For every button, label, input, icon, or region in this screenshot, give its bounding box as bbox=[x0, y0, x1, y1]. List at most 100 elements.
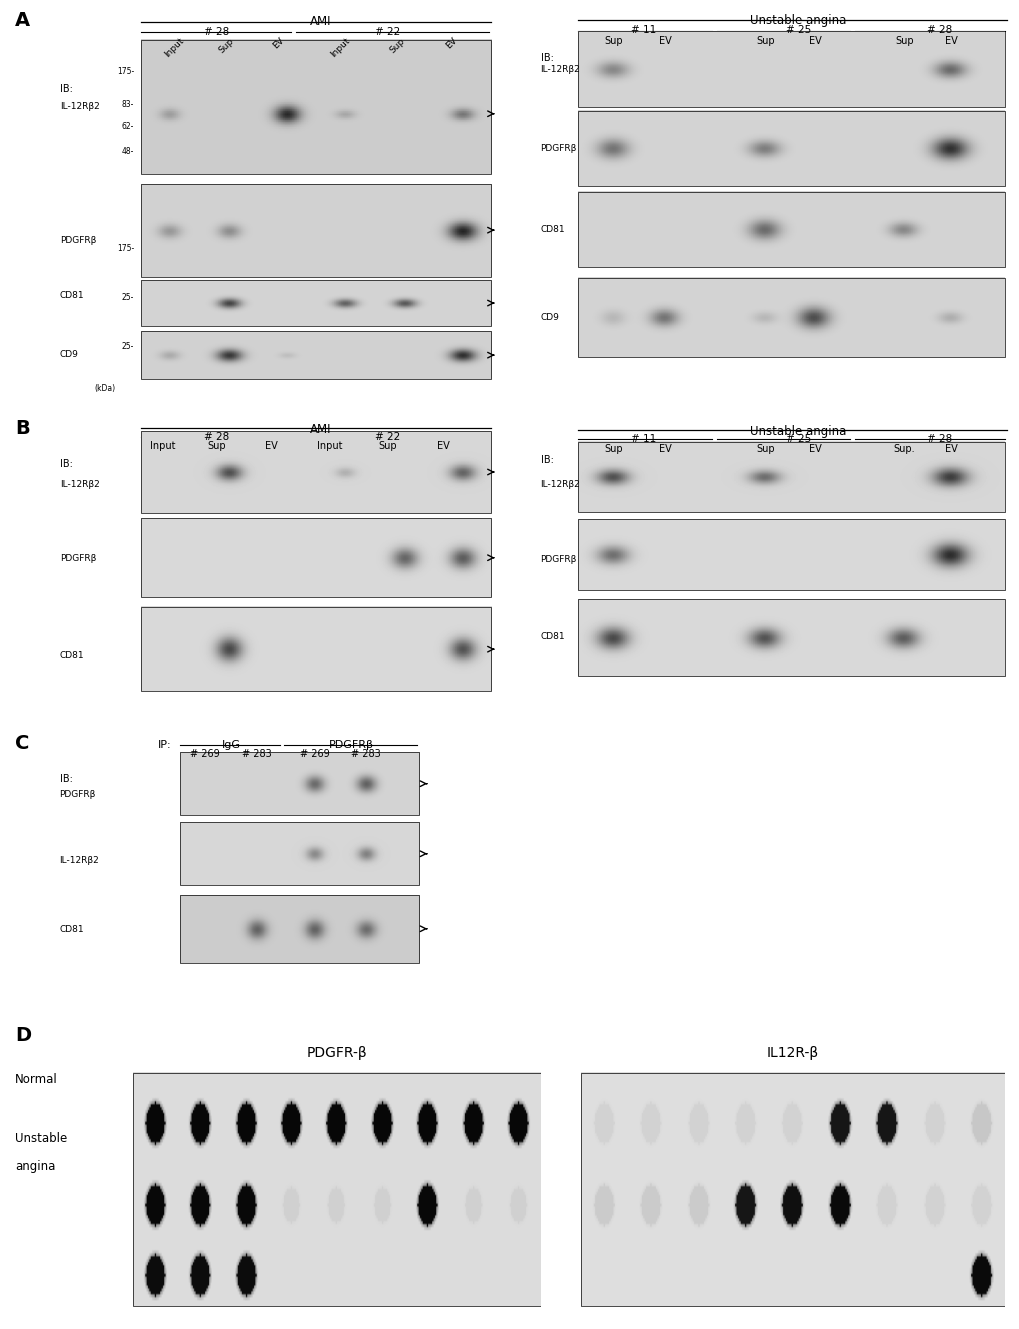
Text: CD81: CD81 bbox=[60, 651, 85, 661]
Bar bbox=[141, 40, 490, 174]
Text: # 22: # 22 bbox=[375, 27, 399, 36]
Text: CD81: CD81 bbox=[540, 633, 565, 642]
Text: Normal: Normal bbox=[15, 1073, 58, 1086]
Text: 175-: 175- bbox=[116, 68, 133, 77]
Text: CD9: CD9 bbox=[60, 350, 78, 359]
Text: 25-: 25- bbox=[121, 292, 133, 302]
Text: EV: EV bbox=[443, 36, 458, 51]
Text: # 283: # 283 bbox=[242, 748, 271, 759]
Text: PDGFRβ: PDGFRβ bbox=[60, 237, 96, 245]
Text: # 25: # 25 bbox=[786, 435, 810, 444]
Text: 175-: 175- bbox=[116, 243, 133, 253]
Text: EV: EV bbox=[437, 441, 449, 451]
Text: EV: EV bbox=[264, 441, 277, 451]
Text: # 22: # 22 bbox=[375, 432, 399, 443]
Text: B: B bbox=[15, 419, 30, 437]
Text: EV: EV bbox=[658, 36, 671, 47]
Text: Input: Input bbox=[329, 36, 352, 58]
Text: # 269: # 269 bbox=[300, 748, 329, 759]
Text: IgG: IgG bbox=[221, 740, 240, 750]
Text: 62-: 62- bbox=[121, 122, 133, 132]
Bar bbox=[141, 518, 490, 597]
Text: EV: EV bbox=[658, 444, 671, 455]
Text: EV: EV bbox=[944, 444, 957, 455]
Text: PDGFR-β: PDGFR-β bbox=[306, 1046, 367, 1061]
Text: AMI: AMI bbox=[309, 423, 331, 436]
Text: # 25: # 25 bbox=[786, 25, 810, 36]
Text: Sup: Sup bbox=[894, 36, 913, 47]
Text: # 28: # 28 bbox=[204, 432, 229, 443]
Text: 25-: 25- bbox=[121, 342, 133, 351]
Bar bbox=[141, 183, 490, 276]
Bar bbox=[578, 191, 1004, 267]
Text: CD81: CD81 bbox=[59, 925, 85, 934]
Text: PDGFRβ: PDGFRβ bbox=[540, 556, 577, 563]
Text: Sup: Sup bbox=[603, 36, 622, 47]
Bar bbox=[141, 331, 490, 379]
Text: IL-12Rβ2: IL-12Rβ2 bbox=[60, 480, 100, 489]
Text: IL-12Rβ2: IL-12Rβ2 bbox=[59, 856, 99, 865]
Text: C: C bbox=[15, 734, 30, 752]
Text: CD81: CD81 bbox=[540, 225, 565, 234]
Text: Unstable angina: Unstable angina bbox=[750, 13, 846, 27]
Text: # 11: # 11 bbox=[631, 435, 656, 444]
Text: CD9: CD9 bbox=[540, 314, 559, 322]
Text: IL-12Rβ2: IL-12Rβ2 bbox=[540, 480, 580, 489]
Text: Sup.: Sup. bbox=[893, 444, 914, 455]
Text: Sup: Sup bbox=[387, 36, 406, 54]
Bar bbox=[578, 110, 1004, 186]
Text: PDGFRβ: PDGFRβ bbox=[59, 789, 96, 799]
Bar bbox=[179, 752, 419, 815]
Text: IB:: IB: bbox=[60, 84, 72, 94]
Text: PDGFRβ: PDGFRβ bbox=[60, 554, 96, 563]
Text: # 28: # 28 bbox=[926, 435, 951, 444]
Text: Sup: Sup bbox=[217, 36, 235, 54]
Text: # 283: # 283 bbox=[351, 748, 380, 759]
Text: Input: Input bbox=[151, 441, 176, 451]
Text: PDGFRβ: PDGFRβ bbox=[540, 144, 577, 153]
Bar bbox=[581, 1073, 1004, 1306]
Text: IP:: IP: bbox=[158, 740, 171, 750]
Text: Sup: Sup bbox=[208, 441, 226, 451]
Text: IB:: IB: bbox=[540, 53, 553, 62]
Text: # 28: # 28 bbox=[926, 25, 951, 36]
Text: # 28: # 28 bbox=[204, 27, 229, 36]
Bar bbox=[578, 599, 1004, 675]
Text: 83-: 83- bbox=[121, 100, 133, 109]
Text: Sup: Sup bbox=[603, 444, 622, 455]
Text: CD81: CD81 bbox=[60, 291, 85, 300]
Text: EV: EV bbox=[944, 36, 957, 47]
Text: IL-12Rβ2: IL-12Rβ2 bbox=[540, 65, 580, 73]
Text: IB:: IB: bbox=[540, 455, 553, 465]
Text: (kDa): (kDa) bbox=[94, 384, 115, 393]
Bar bbox=[578, 520, 1004, 590]
Text: A: A bbox=[15, 11, 31, 29]
Text: EV: EV bbox=[271, 36, 285, 51]
Text: Unstable: Unstable bbox=[15, 1132, 67, 1146]
Bar bbox=[179, 823, 419, 885]
Text: AMI: AMI bbox=[309, 15, 331, 28]
Text: Sup: Sup bbox=[378, 441, 396, 451]
Bar bbox=[141, 607, 490, 691]
Text: IB:: IB: bbox=[59, 775, 72, 784]
Bar bbox=[578, 32, 1004, 108]
Text: Sup: Sup bbox=[756, 36, 774, 47]
Text: Unstable angina: Unstable angina bbox=[750, 425, 846, 439]
Text: angina: angina bbox=[15, 1160, 56, 1174]
Text: IB:: IB: bbox=[60, 459, 72, 469]
Text: Input: Input bbox=[163, 36, 186, 58]
Bar bbox=[578, 443, 1004, 513]
Text: # 11: # 11 bbox=[631, 25, 656, 36]
Bar bbox=[578, 278, 1004, 358]
Text: # 269: # 269 bbox=[191, 748, 220, 759]
Bar bbox=[179, 894, 419, 962]
Text: 48-: 48- bbox=[121, 148, 133, 155]
Bar bbox=[141, 280, 490, 326]
Bar bbox=[132, 1073, 540, 1306]
Text: Sup: Sup bbox=[756, 444, 774, 455]
Text: D: D bbox=[15, 1026, 32, 1045]
Text: IL12R-β: IL12R-β bbox=[766, 1046, 818, 1061]
Bar bbox=[141, 432, 490, 513]
Text: IL-12Rβ2: IL-12Rβ2 bbox=[60, 101, 100, 110]
Text: Input: Input bbox=[316, 441, 341, 451]
